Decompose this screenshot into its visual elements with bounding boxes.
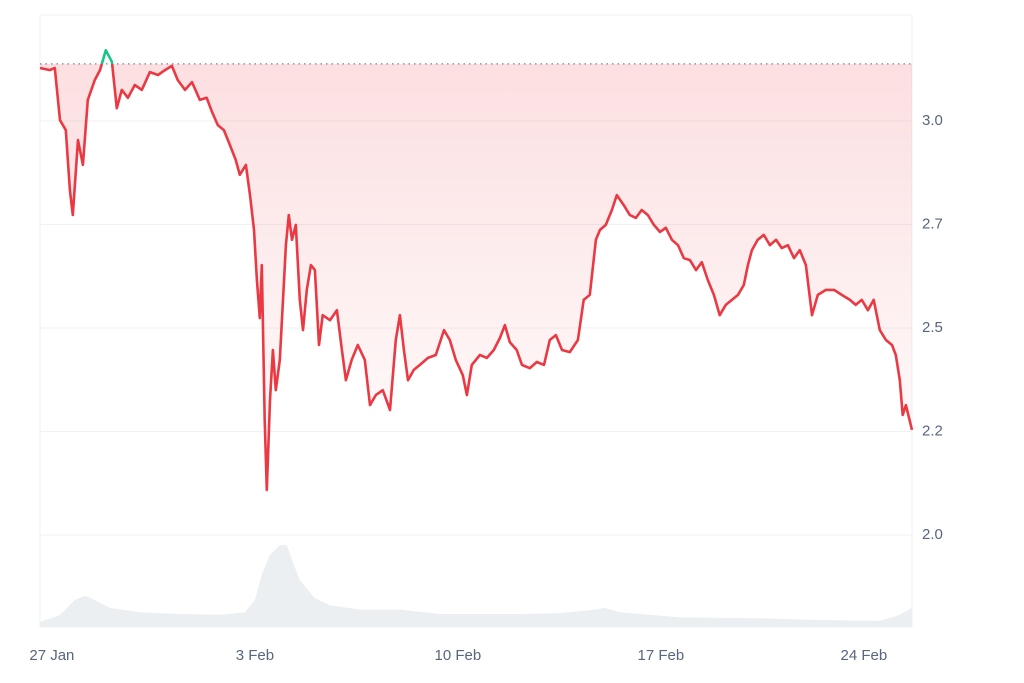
x-tick-label: 10 Feb bbox=[435, 647, 482, 664]
y-tick-label: 2.0 bbox=[922, 526, 943, 543]
volume-area bbox=[40, 545, 912, 627]
y-tick-label: 3.0 bbox=[922, 112, 943, 129]
x-tick-label: 27 Jan bbox=[29, 647, 74, 664]
y-tick-label: 2.2 bbox=[922, 423, 943, 440]
y-tick-label: 2.5 bbox=[922, 319, 943, 336]
x-tick-label: 24 Feb bbox=[841, 647, 888, 664]
price-area bbox=[40, 63, 912, 490]
price-line bbox=[39, 48, 914, 492]
x-tick-label: 3 Feb bbox=[236, 647, 274, 664]
x-tick-label: 17 Feb bbox=[638, 647, 685, 664]
y-tick-label: 2.7 bbox=[922, 215, 943, 232]
